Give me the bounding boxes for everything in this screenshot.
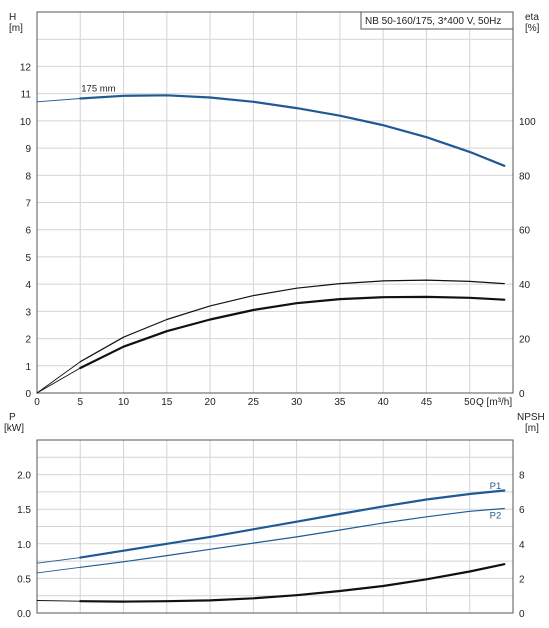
curve-0-line bbox=[79, 94, 506, 167]
x-tick-label: 15 bbox=[161, 397, 173, 408]
y-right-tick-label: 8 bbox=[519, 471, 525, 482]
x-tick-label: 20 bbox=[205, 397, 217, 408]
curve-4-line bbox=[79, 295, 506, 370]
power-curve-0-line bbox=[79, 489, 506, 559]
plot-frame-bottom bbox=[36, 439, 514, 614]
y-right-tick-label: 0 bbox=[519, 609, 525, 620]
y-left-tick-label: 8 bbox=[25, 171, 31, 182]
y-left-tick-label: 3 bbox=[25, 307, 31, 318]
power-curve-5-extension-line bbox=[36, 600, 81, 602]
y-left-tick-label: 6 bbox=[25, 226, 31, 237]
x-tick-label: 45 bbox=[421, 397, 433, 408]
x-tick-label: 40 bbox=[378, 397, 390, 408]
x-tick-label: 5 bbox=[77, 397, 83, 408]
y-left-label: H bbox=[9, 12, 16, 23]
x-tick-label: 0 bbox=[34, 397, 40, 408]
y-right-tick-label: 80 bbox=[519, 171, 531, 182]
power-curve-4-line bbox=[79, 563, 506, 603]
x-tick-label: 50 bbox=[464, 397, 476, 408]
y-left-tick-label: 0.0 bbox=[17, 609, 31, 620]
y-left-tick-label: 10 bbox=[20, 117, 32, 128]
y-left-tick-label: 2.0 bbox=[17, 471, 31, 482]
y-right-tick-label: 4 bbox=[519, 540, 525, 551]
x-tick-label: 10 bbox=[118, 397, 130, 408]
y-right-tick-label: 6 bbox=[519, 505, 525, 516]
y-left-unit: [m] bbox=[9, 23, 23, 34]
y-left-tick-label: 9 bbox=[25, 144, 31, 155]
y-left-tick-label: 1.0 bbox=[17, 540, 31, 551]
x-tick-label: 35 bbox=[334, 397, 346, 408]
y-left-tick-label: 12 bbox=[20, 62, 32, 73]
y-left-tick-label: 2 bbox=[25, 335, 31, 346]
chart-title: NB 50-160/175, 3*400 V, 50Hz bbox=[365, 16, 501, 27]
y-right-unit: [m] bbox=[525, 423, 539, 434]
y-left-tick-label: 11 bbox=[21, 90, 32, 101]
curve-3-extension-line bbox=[36, 361, 81, 394]
x-tick-label: 30 bbox=[291, 397, 303, 408]
curve-annotation: 175 mm bbox=[81, 84, 115, 95]
plot-frame-top bbox=[36, 11, 514, 394]
power-curve-1-extension-line bbox=[36, 557, 81, 564]
y-right-tick-label: 20 bbox=[519, 335, 531, 346]
y-right-tick-label: 40 bbox=[519, 280, 531, 291]
y-left-tick-label: 1.5 bbox=[17, 505, 31, 516]
y-right-tick-label: 60 bbox=[519, 226, 531, 237]
curve-5-extension-line bbox=[36, 367, 81, 394]
y-right-tick-label: 100 bbox=[519, 117, 536, 128]
y-left-unit: [kW] bbox=[4, 423, 24, 434]
y-right-tick-label: 0 bbox=[519, 389, 525, 400]
curve-1-extension-line bbox=[36, 98, 81, 103]
y-left-tick-label: 5 bbox=[25, 253, 31, 264]
y-left-tick-label: 0.5 bbox=[17, 574, 31, 585]
y-left-tick-label: 0 bbox=[25, 389, 31, 400]
y-left-tick-label: 1 bbox=[25, 362, 31, 373]
y-left-tick-label: 4 bbox=[25, 280, 31, 291]
chart-title-box bbox=[360, 11, 514, 30]
power-curve-2-line bbox=[79, 507, 505, 568]
series-label: P1 bbox=[490, 481, 502, 492]
y-right-tick-label: 2 bbox=[519, 574, 525, 585]
series-label: P2 bbox=[490, 511, 502, 522]
power-curve-3-extension-line bbox=[36, 566, 81, 574]
y-right-label: eta bbox=[525, 12, 539, 23]
y-right-label: NPSH bbox=[517, 412, 545, 423]
y-left-tick-label: 7 bbox=[25, 199, 31, 210]
y-right-unit: [%] bbox=[525, 23, 540, 34]
y-left-label: P bbox=[9, 412, 16, 423]
x-axis-label: Q [m³/h] bbox=[476, 397, 512, 408]
x-tick-label: 25 bbox=[248, 397, 260, 408]
curve-2-line bbox=[79, 279, 505, 363]
